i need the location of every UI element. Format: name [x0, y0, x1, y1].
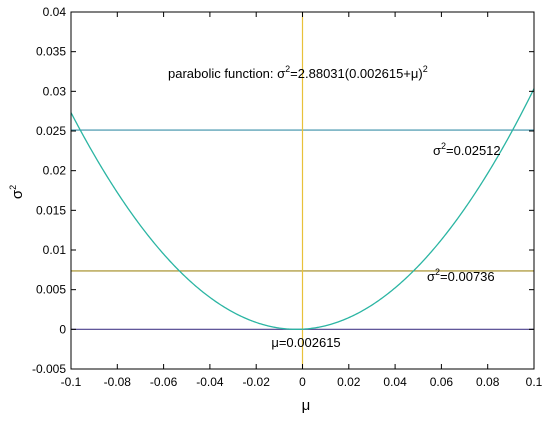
- hline-annotation-lower: σ2=0.00736: [427, 267, 495, 284]
- x-tick-label: -0.08: [104, 375, 132, 389]
- y-tick-label: 0.04: [43, 5, 67, 19]
- y-tick-label: 0: [59, 322, 66, 336]
- x-tick-label: 0.06: [430, 375, 454, 389]
- x-tick-label: -0.1: [61, 375, 82, 389]
- x-tick-label: 0.08: [476, 375, 500, 389]
- x-tick-label: -0.04: [196, 375, 224, 389]
- y-tick-label: 0.015: [36, 203, 66, 217]
- parabola-curve: [70, 88, 535, 330]
- y-tick-label: 0.035: [36, 45, 66, 59]
- x-axis-label: μ: [302, 397, 311, 414]
- hline-annotation-upper: σ2=0.02512: [433, 141, 501, 158]
- y-tick-label: 0.005: [36, 283, 66, 297]
- x-tick-label: -0.02: [243, 375, 271, 389]
- vertex-annotation: μ=0.002615: [271, 335, 340, 350]
- x-tick-label: 0.1: [526, 375, 543, 389]
- y-tick-label: 0.02: [43, 164, 67, 178]
- y-axis-label: σ2: [8, 185, 26, 199]
- parabola-annotation: parabolic function: σ2=2.88031(0.002615+…: [168, 64, 428, 81]
- x-tick-label: 0: [299, 375, 306, 389]
- y-tick-label: -0.005: [32, 362, 66, 376]
- y-tick-label: 0.03: [43, 84, 67, 98]
- y-tick-label: 0.01: [43, 243, 67, 257]
- x-tick-label: -0.06: [150, 375, 178, 389]
- x-tick-label: 0.02: [337, 375, 361, 389]
- y-tick-label: 0.025: [36, 124, 66, 138]
- x-tick-label: 0.04: [383, 375, 407, 389]
